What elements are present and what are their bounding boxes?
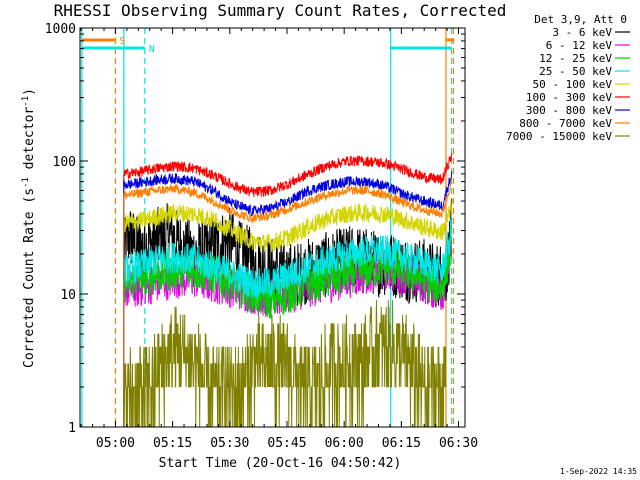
y-label-part-2: detector [22,107,37,178]
y-label-sup-2: -1 [21,96,31,107]
flag-S-label: S [119,36,125,47]
y-tick-label-3: 1000 [45,22,76,37]
flag-N-label: N [149,44,155,55]
x-tick-label-2: 05:30 [210,436,249,451]
x-tick-label-5: 06:15 [382,436,421,451]
series-layer [123,152,453,427]
x-axis-ticks: 05:00 05:15 05:30 05:45 06:00 06:15 06:30 [80,28,478,451]
plot-frame [79,27,466,428]
legend-label-0: 3 - 6 keV [552,26,612,39]
legend-label-8: 7000 - 15000 keV [506,130,612,143]
timestamp-label: 1-Sep-2022 14:35 [560,467,637,476]
series-line-5 [123,152,453,427]
y-axis-label: Corrected Count Rate (s-1 detector-1) [21,88,37,368]
x-tick-label-3: 05:45 [267,436,306,451]
y-tick-label-2: 100 [53,155,76,170]
x-tick-label-4: 06:00 [325,436,364,451]
x-tick-label-6: 06:30 [439,436,478,451]
flag-bars: SN [81,36,454,55]
legend-title: Det 3,9, Att 0 [534,13,627,26]
y-label-part-3: ) [22,88,37,96]
series-line-6 [123,171,453,427]
plot-area: SN [79,27,466,428]
x-axis-label: Start Time (20-Oct-16 04:50:42) [159,456,402,471]
x-tick-label-1: 05:15 [153,436,192,451]
y-tick-label-1: 10 [60,288,76,303]
y-label-part-1: Corrected Count Rate (s [22,188,37,368]
series-line-7 [123,178,453,427]
y-label-sup-1: -1 [21,177,31,188]
legend-label-3: 25 - 50 keV [539,65,612,78]
series-line-4 [123,200,453,427]
series-line-3 [123,219,453,427]
chart-title: RHESSI Observing Summary Count Rates, Co… [54,1,507,20]
legend-label-4: 50 - 100 keV [533,78,613,91]
legend-label-1: 6 - 12 keV [546,39,613,52]
y-tick-label-0: 1 [68,421,76,436]
x-tick-label-0: 05:00 [96,436,135,451]
legend-label-5: 100 - 300 keV [526,91,612,104]
legend-label-7: 800 - 7000 keV [519,117,612,130]
legend-label-2: 12 - 25 keV [539,52,612,65]
series-line-8 [123,300,447,427]
legend-label-6: 300 - 800 keV [526,104,612,117]
y-axis-ticks: 1 10 100 1000 [45,22,465,436]
